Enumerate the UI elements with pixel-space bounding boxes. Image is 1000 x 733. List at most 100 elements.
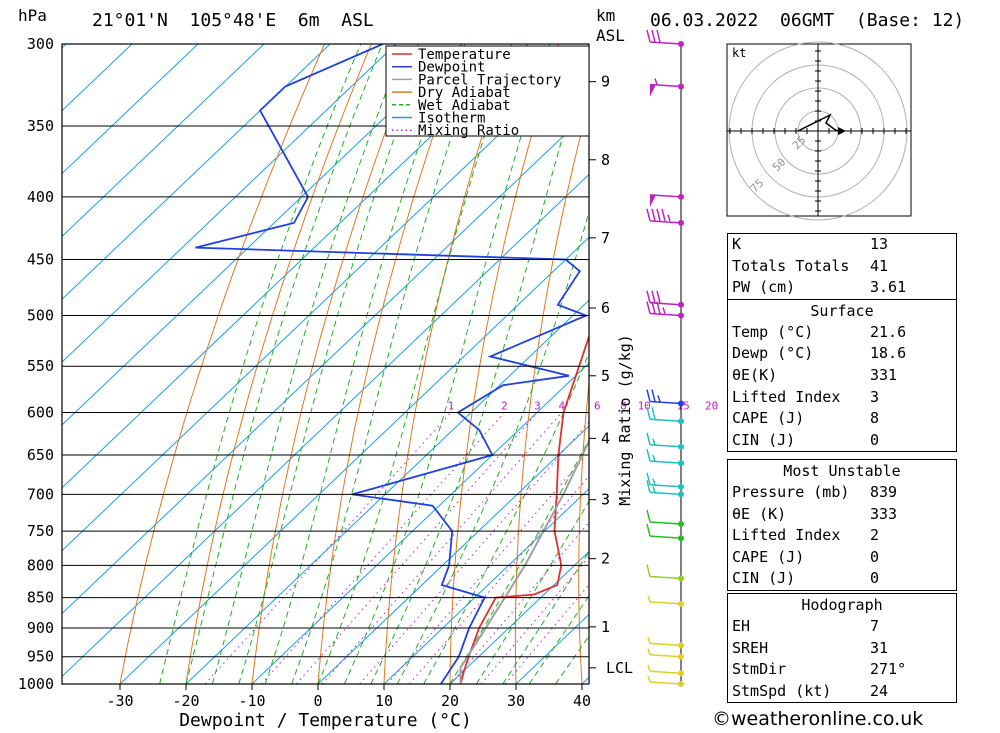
x-tick-label: -20 (172, 692, 199, 710)
table-row: Pressure (mb) 839 (728, 482, 956, 504)
row-label: Dewp (°C) (732, 344, 814, 363)
dry-adiabat-line (119, 44, 325, 684)
location-title: 21°01'N 105°48'E 6m ASL (92, 10, 374, 31)
row-value: 0 (870, 547, 880, 566)
mixing-ratio-line (204, 412, 452, 684)
row-value: 24 (870, 681, 889, 700)
wet-adiabat-line (423, 351, 589, 684)
dry-adiabat-line (317, 44, 466, 684)
row-value: 3 (870, 387, 880, 406)
mixing-ratio-line (295, 412, 538, 684)
wet-adiabat-line (396, 210, 589, 684)
legend-label: Mixing Ratio (418, 123, 519, 139)
km-tick-label: LCL (606, 659, 633, 677)
table-row: Lifted Index 2 (728, 525, 956, 547)
row-label: Lifted Index (732, 387, 841, 406)
km-tick-label: 3 (601, 491, 610, 509)
table-row: StmSpd (kt) 24 (728, 681, 956, 703)
isotherm-line (317, 425, 589, 684)
isotherm-line (62, 44, 199, 175)
row-label: K (732, 235, 742, 253)
x-axis-title: Dewpoint / Temperature (°C) (179, 710, 472, 731)
row-value: 331 (870, 365, 898, 384)
pressure-tick-label: 350 (27, 117, 54, 135)
wet-adiabat-line (159, 44, 362, 684)
row-label: CIN (J) (732, 569, 796, 588)
table-row: θE (K) 333 (728, 504, 956, 526)
pressure-tick-label: 400 (27, 188, 54, 206)
mixing-ratio-label: 4 (558, 399, 565, 412)
table-row: θE(K) 331 (728, 365, 956, 387)
x-tick-label: 40 (573, 692, 591, 710)
wind-barb (647, 665, 682, 675)
hodograph-unit: kt (732, 46, 746, 60)
pressure-tick-label: 700 (27, 485, 54, 503)
pressure-tick-label: 600 (27, 403, 54, 421)
wind-barb (646, 509, 682, 525)
pressure-tick-label: 650 (27, 446, 54, 464)
pressure-tick-label: 300 (27, 35, 54, 53)
table-row: Totals Totals 41 (728, 256, 956, 278)
dry-adiabat-line (514, 100, 589, 684)
table-row: CAPE (J) 0 (728, 547, 956, 569)
mixing-ratio-label: 10 (638, 399, 651, 412)
wind-barb (646, 407, 682, 422)
legend-label: Parcel Trajectory (418, 72, 561, 88)
wind-barb (646, 29, 682, 45)
isotherm-line (62, 44, 529, 489)
row-label: CIN (J) (732, 430, 796, 449)
asl-label: ASL (596, 26, 625, 45)
most-unstable-panel: Most Unstable Pressure (mb) 839 θE (K) 333 L… (727, 459, 957, 591)
wind-barb (649, 78, 682, 97)
km-tick-label: 5 (601, 367, 610, 385)
row-label: CAPE (J) (732, 409, 805, 428)
pressure-tick-label: 900 (27, 619, 54, 637)
hodograph-trace (797, 113, 843, 134)
credit-link[interactable]: ©weatheronline.co.uk (712, 708, 924, 730)
row-value: 13 (870, 235, 889, 253)
isotherm-line (62, 173, 589, 678)
storm-motion-arrow (838, 127, 846, 135)
isotherm-line (62, 110, 589, 615)
wind-barb (646, 472, 682, 488)
wet-adiabat-line (370, 45, 589, 684)
table-row: PW (cm) 3.61 (728, 277, 956, 299)
row-value: 333 (870, 504, 898, 523)
wet-adiabat-line (185, 44, 383, 684)
x-tick-label: -10 (238, 692, 265, 710)
km-tick-label: 4 (601, 429, 610, 447)
x-tick-label: 20 (441, 692, 459, 710)
isotherm-line (62, 44, 331, 300)
row-value: 31 (870, 638, 889, 657)
pressure-tick-label: 800 (27, 556, 54, 574)
row-label: PW (cm) (732, 278, 796, 297)
row-value: 2 (870, 526, 880, 545)
wind-barb (646, 389, 682, 405)
mixing-ratio-line (321, 412, 563, 684)
table-row: Lifted Index 3 (728, 387, 956, 409)
wind-barb (647, 637, 682, 647)
x-tick-label: 0 (313, 692, 322, 710)
row-label: StmSpd (kt) (732, 681, 832, 700)
wind-barb (646, 480, 682, 496)
isotherm-line (449, 550, 589, 684)
wet-adiabat-line (238, 44, 430, 684)
row-value: 271° (870, 660, 907, 679)
row-value: 839 (870, 483, 898, 501)
table-row: CAPE (J) 8 (728, 408, 956, 430)
hodograph-box (726, 43, 912, 217)
mixing-ratio-label: 2 (501, 399, 508, 412)
row-label: Lifted Index (732, 526, 841, 545)
mixing-ratio-label: 20 (705, 399, 718, 412)
wet-adiabat-line (211, 44, 406, 684)
wind-barb (647, 595, 682, 605)
row-value: 21.6 (870, 322, 907, 341)
pressure-tick-label: 450 (27, 251, 54, 269)
wind-barb (646, 564, 682, 580)
wind-barb (646, 208, 682, 224)
pressure-tick-label: 850 (27, 589, 54, 607)
legend-label: Dry Adiabat (418, 85, 511, 101)
mixing-ratio-label: 3 (534, 399, 541, 412)
row-label: Pressure (mb) (732, 483, 850, 501)
wind-barb (646, 432, 682, 448)
